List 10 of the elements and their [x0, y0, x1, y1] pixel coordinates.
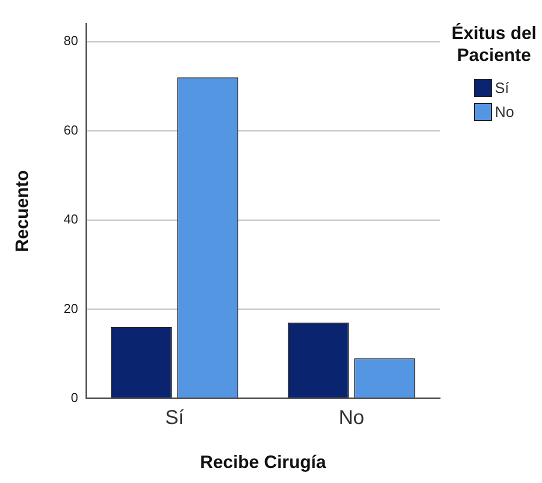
y-tick-label: 80	[64, 33, 78, 48]
y-tick-label: 0	[70, 390, 78, 405]
legend-label: No	[494, 104, 514, 120]
y-axis-title: Recuento	[12, 170, 32, 252]
legend-title: Éxitus del Paciente	[450, 22, 538, 66]
y-tick-label: 40	[64, 212, 78, 227]
y-tick-label: 20	[64, 300, 78, 316]
y-tick-label: 60	[64, 122, 78, 138]
x-axis-title: Recibe Cirugía	[200, 452, 328, 472]
legend-label: Sí	[494, 80, 510, 96]
